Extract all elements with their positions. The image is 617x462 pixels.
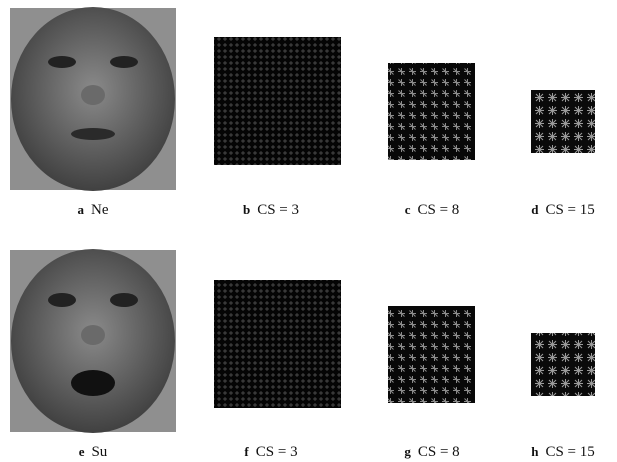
panel-letter: g — [404, 444, 411, 459]
panel-label: CS = 15 — [545, 202, 594, 218]
panel-label: CS = 3 — [256, 444, 298, 460]
panel-letter: f — [244, 444, 249, 459]
panel-label: CS = 8 — [417, 202, 459, 218]
panel-caption: a Ne — [78, 202, 109, 218]
face-ne — [10, 7, 176, 191]
face-su — [10, 249, 176, 433]
panel-letter: d — [531, 202, 539, 217]
panel-label: Ne — [91, 202, 109, 218]
figure: a Ne b CS = 3 c CS = 8 d CS = 15 e Su f CS = 3 g CS =… — [0, 0, 617, 462]
hog-image — [531, 333, 595, 396]
panel-caption: c CS = 8 — [405, 202, 460, 218]
panel-caption: e Su — [79, 444, 108, 460]
panel-label: CS = 8 — [418, 444, 460, 460]
panel-caption: d CS = 15 — [531, 202, 595, 218]
panel-letter: b — [243, 202, 250, 217]
panel-caption: b CS = 3 — [243, 202, 299, 218]
hog-image — [214, 37, 341, 165]
panel-caption: h CS = 15 — [531, 444, 595, 460]
panel-caption: f CS = 3 — [244, 444, 297, 460]
panel-label: CS = 3 — [257, 202, 299, 218]
panel-label: Su — [91, 444, 107, 460]
hog-image — [531, 90, 595, 153]
panel-label: CS = 15 — [545, 444, 594, 460]
panel-caption: g CS = 8 — [404, 444, 459, 460]
panel-letter: h — [531, 444, 539, 459]
hog-image — [388, 63, 475, 160]
panel-letter: a — [78, 202, 85, 217]
hog-image — [214, 280, 341, 408]
panel-letter: e — [79, 444, 85, 459]
panel-letter: c — [405, 202, 411, 217]
hog-image — [388, 306, 475, 403]
